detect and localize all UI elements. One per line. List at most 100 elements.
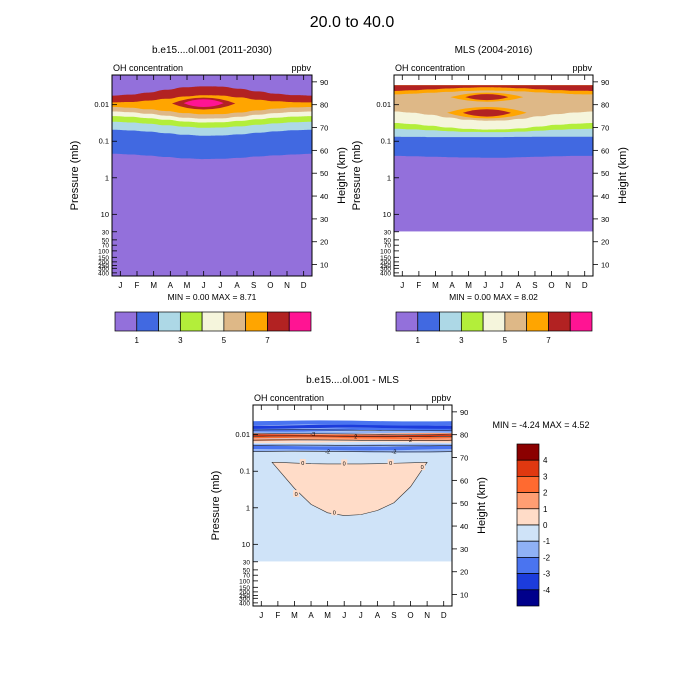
panel-title: MLS (2004-2016) — [455, 45, 533, 56]
right-y-tick-label: 30 — [320, 215, 328, 224]
right-y-tick-label: 40 — [320, 192, 328, 201]
y-tick-label: 70 — [102, 243, 110, 250]
right-y-tick-label: 60 — [320, 146, 328, 155]
y-tick-label: 300 — [98, 266, 109, 273]
units-label: ppbv — [572, 63, 592, 73]
y-tick-label: 0.01 — [235, 430, 250, 439]
contour-label: 2 — [409, 438, 412, 444]
right-y-tick-label: 40 — [601, 192, 609, 201]
colorbar-label: 5 — [222, 336, 227, 345]
y-tick-label: 250 — [380, 263, 391, 270]
plot-frame — [393, 74, 594, 277]
contour-line — [253, 429, 452, 431]
colorbar-mls: 1 3 5 7 — [395, 311, 593, 345]
y-tick-label: 300 — [380, 266, 391, 273]
x-tick-label: D — [441, 611, 447, 620]
y-tick-label: 1 — [387, 173, 391, 182]
y-tick-label: 150 — [98, 255, 109, 262]
y-tick-label: 100 — [98, 248, 109, 255]
contour-line — [253, 450, 452, 453]
colorbar-label: 4 — [543, 456, 548, 465]
y-tick-label: 200 — [239, 589, 250, 596]
right-y-tick-label: 20 — [460, 568, 468, 577]
plot-frame — [111, 74, 313, 277]
right-y-tick-label: 50 — [320, 169, 328, 178]
y-tick-label: 0.1 — [240, 467, 250, 476]
right-y-tick-label: 60 — [601, 146, 609, 155]
y-tick-label: 30 — [102, 229, 110, 236]
colorbar-label: 7 — [265, 336, 270, 345]
x-tick-label: M — [184, 281, 191, 290]
colorbar-swatch — [516, 589, 540, 607]
x-tick-label: J — [500, 281, 504, 290]
colorbar-label: 7 — [546, 336, 551, 345]
x-tick-label: J — [359, 611, 363, 620]
right-y-axis-label: Height (km) — [336, 147, 348, 204]
panel-mls: J F M A M J J A S O N D0.010.1110305070100150200250… — [351, 45, 629, 302]
colorbar-swatch — [395, 311, 419, 332]
right-y-tick-label: 50 — [601, 169, 609, 178]
contour-layer-level-7 — [253, 435, 452, 439]
right-y-tick-label: 80 — [460, 431, 468, 440]
right-y-axis-label: Height (km) — [476, 477, 488, 534]
contour-layer-level-2 — [253, 445, 452, 451]
x-tick-label: N — [565, 281, 571, 290]
y-tick-label: 1 — [105, 173, 109, 182]
x-tick-label: A — [234, 281, 240, 290]
right-y-tick-label: 30 — [460, 545, 468, 554]
contour-peak-level-7 — [465, 94, 509, 101]
contour-layer-level-3 — [253, 443, 452, 447]
y-tick-label: 250 — [98, 263, 109, 270]
right-y-tick-label: 10 — [601, 261, 609, 270]
missing-data-region — [253, 561, 452, 606]
contour-line — [253, 435, 452, 438]
x-tick-label: D — [301, 281, 307, 290]
right-y-tick-label: 50 — [460, 499, 468, 508]
right-y-tick-label: 80 — [601, 101, 609, 110]
y-tick-label: 400 — [380, 270, 391, 277]
x-tick-label: M — [324, 611, 331, 620]
figure-title: 20.0 to 40.0 — [310, 14, 395, 31]
variable-label: OH concentration — [254, 393, 324, 403]
right-y-tick-label: 20 — [601, 238, 609, 247]
y-tick-label: 150 — [380, 255, 391, 262]
x-tick-label: A — [375, 611, 381, 620]
colorbar-label: -2 — [543, 553, 551, 562]
contour-fill-level-7 — [394, 85, 593, 91]
right-y-tick-label: 70 — [320, 124, 328, 133]
colorbar-label: 3 — [459, 336, 464, 345]
y-tick-label: 10 — [242, 540, 250, 549]
x-tick-label: O — [267, 281, 273, 290]
x-tick-label: F — [135, 281, 140, 290]
right-y-tick-label: 70 — [460, 454, 468, 463]
x-tick-label: M — [432, 281, 439, 290]
x-tick-label: M — [291, 611, 298, 620]
right-y-tick-label: 10 — [460, 591, 468, 600]
contour-label: 0 — [421, 465, 424, 471]
colorbar-swatch — [516, 492, 540, 510]
contour-label: 0 — [389, 461, 392, 467]
y-tick-label: 10 — [383, 210, 391, 219]
contour-label: -2 — [325, 450, 330, 456]
colorbar-swatch — [288, 311, 312, 332]
contour-label: 0 — [333, 510, 336, 516]
colorbar-swatch — [245, 311, 268, 332]
contour-peak-level-7 — [462, 109, 511, 117]
contour-label-bg — [299, 459, 306, 467]
y-tick-label: 300 — [239, 596, 250, 603]
contour-label-bg — [387, 459, 394, 467]
contour-label-bg — [331, 508, 338, 516]
y-tick-label: 30 — [243, 559, 251, 566]
y-tick-label: 250 — [239, 593, 250, 600]
colorbar-label: -1 — [543, 537, 551, 546]
colorbar-label: 3 — [543, 472, 548, 481]
contour-label-bg — [293, 490, 300, 498]
colorbar-difference: 4 3 2 1 0 -1 -2 -3 -4 — [516, 443, 551, 607]
right-y-tick-label: 70 — [601, 124, 609, 133]
colorbar-swatch — [504, 311, 528, 332]
right-y-tick-label: 90 — [460, 408, 468, 417]
colorbar-swatch — [516, 443, 540, 461]
colorbar-label: 1 — [543, 505, 548, 514]
contour-label: 0 — [301, 461, 304, 467]
